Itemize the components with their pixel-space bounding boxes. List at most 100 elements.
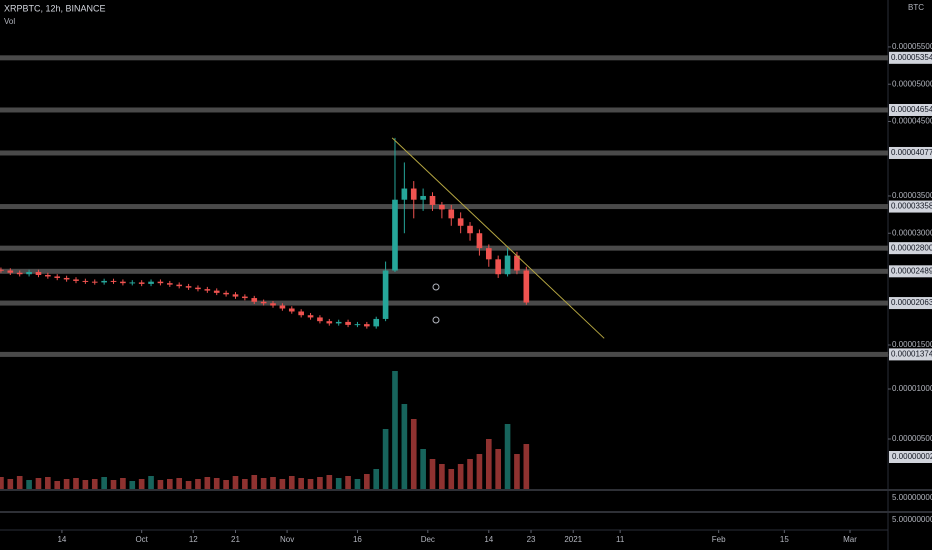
candle-body: [204, 289, 211, 291]
candle-body: [401, 188, 408, 200]
candle-body: [242, 296, 248, 299]
level-label-box: [889, 103, 932, 116]
volume-bar: [429, 459, 436, 489]
level-label: 0.00004077: [891, 148, 932, 157]
level-line: [0, 245, 888, 251]
candle-body: [288, 308, 295, 312]
candle-body: [495, 259, 501, 275]
level-label-box: [889, 200, 932, 213]
candle-body: [120, 281, 126, 284]
x-tick-label: Nov: [280, 535, 294, 544]
candle-body: [260, 301, 267, 304]
candle-body: [467, 225, 473, 234]
volume-bar: [392, 371, 398, 489]
volume-bar: [251, 475, 258, 489]
volume-bar: [204, 477, 211, 489]
volume-bar: [476, 454, 483, 489]
volume-bar: [0, 477, 4, 489]
volume-bar: [148, 476, 154, 489]
volume-bar: [138, 479, 145, 489]
level-line: [0, 107, 888, 113]
volume-bar: [448, 469, 455, 489]
candle-body: [476, 233, 483, 249]
y-tick-label: 0.00004500: [892, 117, 932, 126]
volume-label: Vol: [4, 17, 15, 26]
volume-bar: [213, 478, 220, 489]
candle-body: [392, 199, 398, 271]
candle-body: [420, 195, 426, 200]
x-tick-label: 12: [189, 535, 198, 544]
volume-bar: [298, 478, 304, 489]
level-label: 0.00004654: [891, 105, 932, 114]
volume-bar: [270, 477, 276, 489]
candle-body: [7, 270, 14, 273]
candle-body: [270, 303, 276, 306]
level-line: [0, 351, 888, 357]
candle-body: [251, 298, 258, 302]
volume-bar: [110, 480, 117, 489]
y-tick-label: 0.00003000: [892, 228, 932, 237]
level-label: 0.00002800: [891, 243, 932, 252]
volume-bar: [223, 480, 229, 489]
level-line: [0, 268, 888, 274]
candle-body: [326, 321, 333, 324]
level-label-box: [889, 348, 932, 361]
volume-bar: [129, 481, 136, 489]
candle-body: [73, 279, 79, 281]
volume-bar: [335, 478, 342, 489]
volume-bar: [373, 469, 380, 489]
volume-bar: [485, 439, 492, 489]
candle-body: [148, 281, 154, 284]
candle-body: [82, 280, 89, 282]
volume-bar: [317, 477, 323, 489]
volume-bar: [523, 444, 530, 489]
level-label-box: [889, 51, 932, 64]
volume-bar: [54, 481, 61, 489]
level-line: [0, 55, 888, 61]
candle-body: [457, 218, 464, 226]
candle-body: [91, 281, 98, 283]
vol-tick-label: 0.00000500: [892, 434, 932, 443]
level-label: 0.00002063: [891, 298, 932, 307]
volume-bar: [514, 454, 520, 489]
candle-body: [429, 195, 436, 205]
volume-bar: [45, 477, 51, 489]
volume-bar: [495, 449, 501, 489]
volume-bar: [457, 464, 464, 489]
volume-bar: [166, 479, 173, 489]
volume-bar: [345, 476, 351, 489]
candle-body: [195, 287, 201, 290]
x-tick-label: 2021: [564, 535, 582, 544]
y-tick-label: 0.00001500: [892, 340, 932, 349]
volume-bar: [242, 479, 248, 489]
volume-bar: [16, 476, 23, 489]
trendline: [391, 137, 605, 339]
candle-body: [307, 315, 314, 318]
x-tick-label: 14: [484, 535, 493, 544]
candle-body: [504, 255, 511, 275]
volume-bar: [185, 481, 192, 489]
candle-body: [279, 305, 286, 309]
candle-body: [448, 209, 455, 219]
level-label-box: [889, 297, 932, 310]
candle-body: [35, 271, 42, 275]
candle-body: [345, 321, 351, 325]
level-label-box: [889, 242, 932, 255]
vol-tick-label: 0.00001000: [892, 384, 932, 393]
volume-bar: [35, 478, 42, 489]
candle-body: [514, 255, 520, 271]
level-label-box: [889, 265, 932, 278]
x-tick-label: 23: [527, 535, 536, 544]
candle-body: [176, 284, 183, 287]
x-tick-label: 14: [57, 535, 66, 544]
candle-body: [439, 204, 445, 210]
volume-bar: [410, 419, 417, 489]
vol-axis-label: 5.00000000: [892, 493, 932, 502]
level-line: [0, 300, 888, 306]
candle-body: [16, 272, 23, 275]
volume-bar: [467, 459, 473, 489]
x-tick-label: 15: [780, 535, 789, 544]
level-label: 0.00005354: [891, 53, 932, 62]
